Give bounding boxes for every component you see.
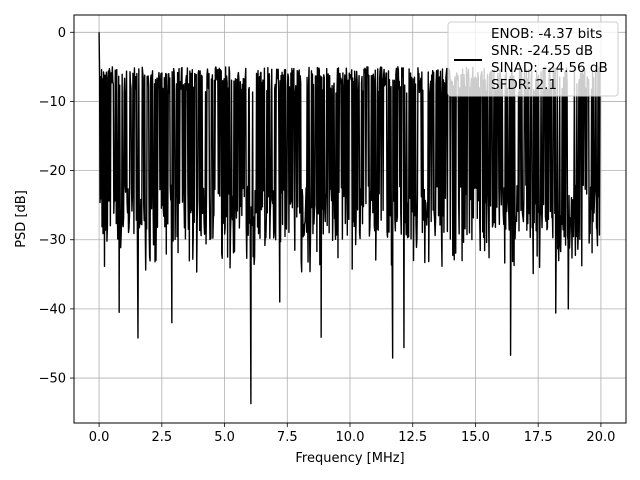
- legend-box: [447, 21, 619, 97]
- legend-line-sfdr: SFDR: 2.1: [491, 77, 557, 93]
- x-tick-label: 7.5: [277, 430, 298, 445]
- x-tick-label: 17.5: [524, 430, 553, 445]
- x-tick-label: 5.0: [214, 430, 235, 445]
- y-tick-label: −50: [39, 372, 66, 387]
- y-axis: 0 −10 −20 −30 −40 −50: [39, 26, 74, 387]
- x-tick-label: 10.0: [336, 430, 365, 445]
- y-axis-title: PSD [dB]: [14, 190, 29, 248]
- legend: ENOB: -4.37 bits SNR: -24.55 dB SINAD: -…: [447, 21, 619, 97]
- x-tick-label: 0.0: [89, 430, 110, 445]
- x-tick-label: 20.0: [586, 430, 615, 445]
- legend-line-sinad: SINAD: -24.56 dB: [491, 60, 608, 76]
- legend-line-enob: ENOB: -4.37 bits: [491, 26, 602, 42]
- x-axis-title: Frequency [MHz]: [295, 451, 404, 466]
- x-axis: 0.0 2.5 5.0 7.5 10.0 12.5 15.0 17.5 20.0: [89, 423, 615, 445]
- y-tick-label: −10: [39, 95, 66, 110]
- plot-area: [98, 32, 602, 405]
- y-tick-label: −20: [39, 164, 66, 179]
- legend-line-snr: SNR: -24.55 dB: [491, 43, 593, 59]
- x-tick-label: 15.0: [461, 430, 490, 445]
- y-tick-label: −30: [39, 233, 66, 248]
- y-tick-label: −40: [39, 302, 66, 317]
- x-tick-label: 12.5: [398, 430, 427, 445]
- y-tick-label: 0: [58, 26, 66, 41]
- x-tick-label: 2.5: [151, 430, 172, 445]
- psd-series-line: [98, 32, 602, 405]
